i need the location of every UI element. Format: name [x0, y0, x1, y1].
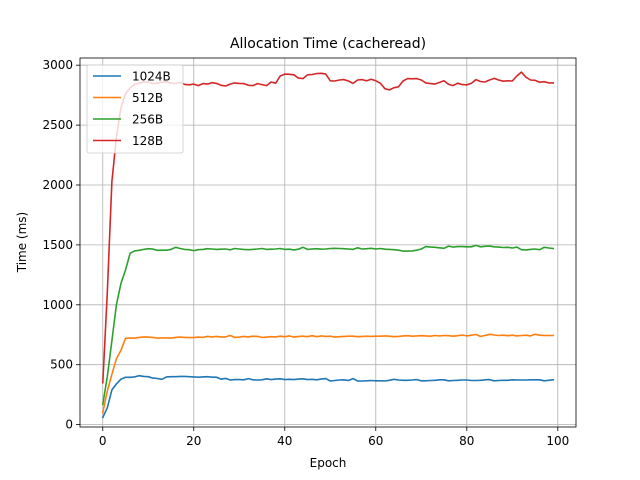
chart-title: Allocation Time (cacheread): [230, 36, 426, 52]
x-tick-label: 40: [277, 434, 292, 448]
legend: 1024B 512B 256B 128B: [86, 64, 184, 154]
y-tick-label: 2000: [42, 178, 73, 192]
x-tick-label: 0: [99, 434, 107, 448]
y-tick-label: 1500: [42, 238, 73, 252]
y-axis-label: Time (ms): [15, 212, 29, 274]
legend-box: [86, 64, 184, 154]
series-lines: [101, 71, 555, 419]
x-tick-label: 20: [186, 434, 201, 448]
legend-label-256B: 256B: [132, 113, 163, 127]
series-line-1024B: [101, 374, 555, 419]
legend-label-1024B: 1024B: [132, 70, 171, 84]
x-tick-label: 100: [546, 434, 569, 448]
y-tick-label: 1000: [42, 298, 73, 312]
legend-label-512B: 512B: [132, 91, 163, 105]
y-tick-label: 2500: [42, 118, 73, 132]
series-line-256B: [101, 244, 555, 406]
legend-label-128B: 128B: [132, 134, 163, 148]
y-tick-label: 3000: [42, 58, 73, 72]
y-tick-label: 0: [65, 418, 73, 432]
x-tick-label: 80: [459, 434, 474, 448]
gridlines: [80, 58, 576, 427]
x-axis-label: Epoch: [310, 456, 347, 470]
series-line-512B: [101, 333, 555, 414]
x-axis-ticks: 0 20 40 60 80 100: [99, 427, 569, 448]
y-tick-label: 500: [50, 358, 73, 372]
x-tick-label: 60: [368, 434, 383, 448]
plot-area-frame: [79, 57, 577, 428]
y-axis-ticks: 0 500 1000 1500 2000 2500 3000: [42, 58, 80, 432]
